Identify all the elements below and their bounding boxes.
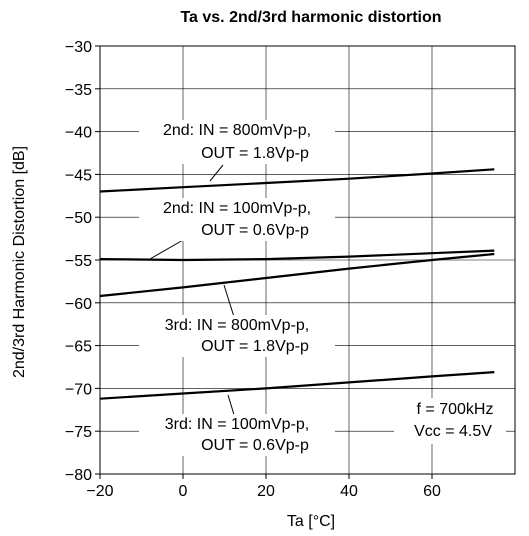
series-label-line2: OUT = 1.8Vp-p xyxy=(201,145,309,162)
annotation-leader-1 xyxy=(209,164,224,182)
series-label-line1: 2nd: IN = 800mVp-p, xyxy=(163,122,311,139)
y-tick-label: −40 xyxy=(65,125,92,142)
series-line-2 xyxy=(99,249,495,262)
annotation-backdrop xyxy=(139,315,335,357)
series-line-3 xyxy=(99,252,495,298)
annotation-backdrop xyxy=(139,120,335,164)
series-label-line1: 2nd: IN = 100mVp-p, xyxy=(163,200,311,217)
annotation-leader-2 xyxy=(149,239,184,260)
y-tick-label: −45 xyxy=(65,167,92,184)
x-tick-label: 40 xyxy=(340,483,358,500)
series-label-line1: 3rd: IN = 800mVp-p, xyxy=(165,317,310,334)
y-tick-label: −65 xyxy=(65,339,92,356)
series-line-1 xyxy=(99,168,495,193)
series-annotations: 2nd: IN = 800mVp-p, OUT = 1.8Vp-p 2nd: IN … xyxy=(139,120,506,456)
y-tick-label: −50 xyxy=(65,210,92,227)
y-tick-label: −80 xyxy=(65,467,92,484)
x-axis-label: Ta [°C] xyxy=(287,513,335,530)
x-tick-label: −20 xyxy=(86,483,113,500)
annotation-backdrop xyxy=(139,198,335,241)
y-tick-label: −75 xyxy=(65,424,92,441)
y-axis-label: 2nd/3rd Harmonic Distortion [dB] xyxy=(11,146,28,378)
y-tick-label: −55 xyxy=(65,253,92,270)
condition-frequency: f = 700kHz xyxy=(417,401,494,418)
series-line-4 xyxy=(99,371,495,400)
y-tick-label: −30 xyxy=(65,39,92,56)
series-label-line1: 3rd: IN = 100mVp-p, xyxy=(165,416,310,433)
series-label-line2: OUT = 0.6Vp-p xyxy=(201,437,309,454)
series-label-line2: OUT = 1.8Vp-p xyxy=(201,338,309,355)
series-lines xyxy=(99,168,495,400)
y-tick-label: −60 xyxy=(65,296,92,313)
condition-supply-voltage: Vcc = 4.5V xyxy=(414,423,492,440)
y-tick-label: −70 xyxy=(65,381,92,398)
x-tick-label: 20 xyxy=(257,483,275,500)
x-tick-label: 60 xyxy=(423,483,441,500)
axis-ticks: −30 −35 −40 −45 −50 −55 −60 −65 −70 −75 −80−20 0 20 4… xyxy=(65,39,441,500)
conditions-backdrop xyxy=(394,398,506,444)
series-label-line2: OUT = 0.6Vp-p xyxy=(201,222,309,239)
annotation-backdrop xyxy=(139,414,335,456)
annotation-leader-3 xyxy=(223,284,236,321)
y-tick-label: −35 xyxy=(65,82,92,99)
x-tick-label: 0 xyxy=(179,483,188,500)
chart-title: Ta vs. 2nd/3rd harmonic distortion xyxy=(180,9,441,26)
